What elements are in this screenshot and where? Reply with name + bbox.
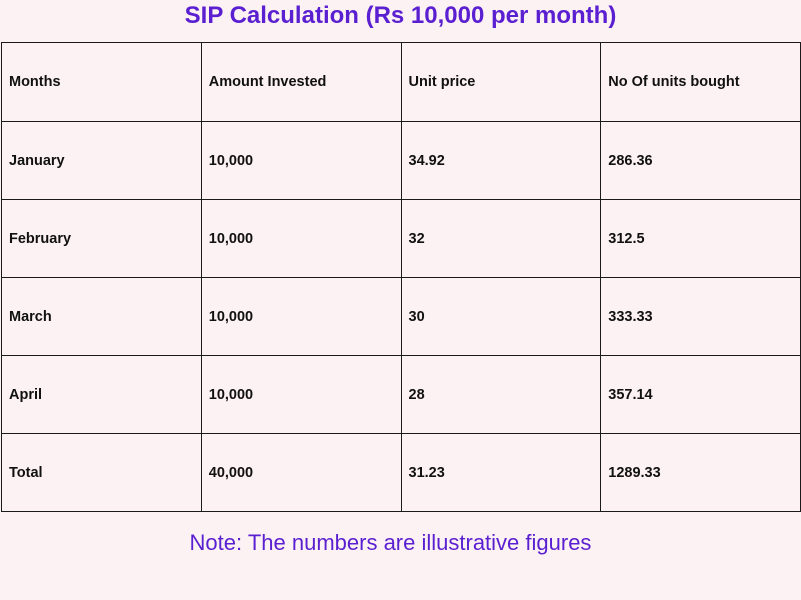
- cell-amount: 10,000: [200, 355, 402, 434]
- cell-units: 286.36: [600, 121, 801, 200]
- page-title: SIP Calculation (Rs 10,000 per month): [184, 2, 617, 29]
- cell-month: March: [1, 277, 202, 356]
- table-row: April 10,000 28 357.14: [1, 355, 801, 434]
- cell-month: Total: [1, 433, 202, 512]
- table-row: March 10,000 30 333.33: [1, 277, 801, 356]
- header-unit-price: Unit price: [400, 42, 602, 122]
- table-row: February 10,000 32 312.5: [1, 199, 801, 278]
- cell-unit-price: 32: [400, 199, 602, 278]
- header-amount-invested: Amount Invested: [200, 42, 402, 122]
- cell-units: 312.5: [600, 199, 801, 278]
- cell-unit-price: 30: [400, 277, 602, 356]
- cell-amount: 10,000: [200, 121, 402, 200]
- footnote: Note: The numbers are illustrative figur…: [189, 530, 592, 555]
- sip-table: Months Amount Invested Unit price No Of …: [1, 42, 801, 512]
- cell-month: February: [1, 199, 202, 278]
- cell-units: 357.14: [600, 355, 801, 434]
- cell-month: January: [1, 121, 202, 200]
- cell-unit-price: 28: [400, 355, 602, 434]
- table-header-row: Months Amount Invested Unit price No Of …: [1, 42, 801, 122]
- cell-units: 1289.33: [600, 433, 801, 512]
- cell-amount: 40,000: [200, 433, 402, 512]
- table-total-row: Total 40,000 31.23 1289.33: [1, 433, 801, 512]
- cell-amount: 10,000: [200, 199, 402, 278]
- cell-unit-price: 31.23: [400, 433, 602, 512]
- table-row: January 10,000 34.92 286.36: [1, 121, 801, 200]
- header-units-bought: No Of units bought: [600, 42, 801, 122]
- header-months: Months: [1, 42, 202, 122]
- cell-unit-price: 34.92: [400, 121, 602, 200]
- cell-amount: 10,000: [200, 277, 402, 356]
- cell-units: 333.33: [600, 277, 801, 356]
- cell-month: April: [1, 355, 202, 434]
